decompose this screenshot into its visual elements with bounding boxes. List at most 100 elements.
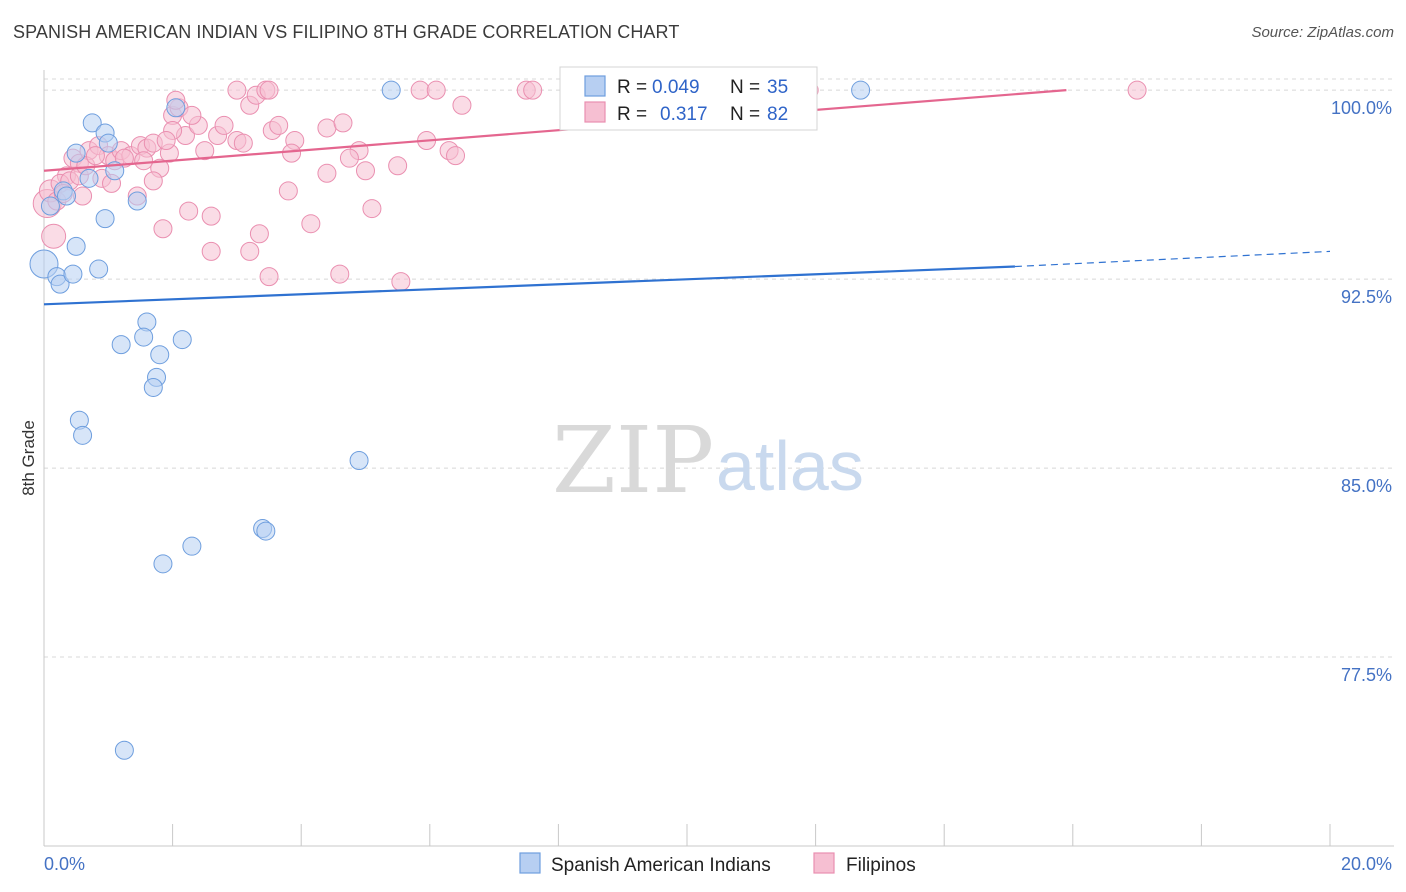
gridlines [44, 78, 1394, 658]
spanish-american-indian-point [89, 259, 109, 279]
x-axis-ticks [43, 824, 1331, 846]
spanish-american-indian-point [111, 335, 131, 355]
filipino-point [249, 224, 269, 244]
spanish-american-indian-point [150, 345, 170, 365]
spanish-american-indian-point [114, 740, 134, 760]
filipino-point [41, 223, 67, 249]
trend-line-spanish-american-indians [43, 265, 1015, 306]
filipino-point [317, 163, 337, 183]
filipino-point [452, 95, 472, 115]
spanish-american-indian-point [349, 451, 369, 471]
spanish-american-indian-point [381, 80, 401, 100]
filipino-point [201, 241, 221, 261]
spanish-american-indian-point [851, 80, 871, 100]
filipino-point [195, 141, 215, 161]
watermark-atlas: atlas [716, 427, 864, 505]
filipino-point [388, 156, 408, 176]
spanish-american-indian-point [63, 264, 83, 284]
filipino-point [182, 105, 202, 125]
filipino-point [143, 171, 163, 191]
spanish-american-indian-point [127, 191, 147, 211]
spanish-american-indian-point [182, 536, 202, 556]
filipino-point [446, 146, 466, 166]
legend-n-value: 82 [767, 104, 788, 125]
filipino-point [301, 214, 321, 234]
legend-r-label: R = [617, 77, 647, 98]
spanish-american-indian-point [166, 98, 186, 118]
spanish-american-indian-point [143, 377, 163, 397]
filipino-point [259, 80, 279, 100]
y-tick-label: 92.5% [1341, 287, 1392, 307]
spanish-american-indians-points [29, 80, 871, 760]
bottom-legend-label-pink: Filipinos [846, 855, 916, 876]
legend-r-value: 0.049 [652, 77, 700, 98]
filipino-point [330, 264, 350, 284]
spanish-american-indian-point [95, 209, 115, 229]
filipino-point [1127, 80, 1147, 100]
filipino-point [356, 161, 375, 181]
y-tick-label: 85.0% [1341, 476, 1392, 496]
bottom-legend-swatch-blue [519, 852, 541, 874]
filipino-point [153, 219, 173, 239]
filipino-point [278, 181, 298, 201]
legend-swatch-pink [584, 101, 606, 123]
filipino-point [114, 148, 134, 168]
spanish-american-indian-point [66, 236, 86, 256]
filipino-point [410, 80, 430, 100]
filipino-point [317, 118, 337, 138]
watermark: ZIP atlas [552, 407, 864, 514]
filipino-point [269, 115, 289, 135]
legend-swatch-blue [584, 75, 606, 97]
spanish-american-indian-point [79, 168, 99, 188]
source-label: Source: ZipAtlas.com [1251, 24, 1394, 41]
legend-r-value: 0.317 [660, 104, 708, 125]
spanish-american-indian-point [153, 554, 173, 574]
x-tick-label-min: 0.0% [44, 854, 85, 874]
filipino-point [259, 267, 279, 287]
spanish-american-indian-point [134, 327, 154, 347]
y-axis-tick-labels: 100.0% 92.5% 85.0% 77.5% [1331, 98, 1392, 685]
spanish-american-indian-point [172, 330, 192, 350]
filipino-point [426, 80, 446, 100]
filipino-point [85, 146, 105, 166]
filipino-point [201, 206, 221, 226]
bottom-legend: Spanish American Indians Filipinos [519, 852, 916, 876]
legend-r-label: R = [617, 104, 647, 125]
legend-n-label: N = [730, 104, 760, 125]
trend-lines [43, 89, 1331, 306]
spanish-american-indian-point [256, 521, 276, 541]
filipino-point [523, 80, 543, 100]
bottom-legend-swatch-pink [813, 852, 835, 874]
filipino-point [240, 241, 260, 261]
spanish-american-indian-point [82, 113, 102, 133]
filipino-point [362, 199, 382, 219]
y-tick-label: 77.5% [1341, 665, 1392, 685]
watermark-zip: ZIP [552, 407, 714, 514]
trend-line-extension [1014, 250, 1331, 268]
legend-n-value: 35 [767, 77, 788, 98]
legend-box: R = 0.049 N = 35 R = 0.317 N = 82 [559, 66, 818, 131]
y-axis-label: 8th Grade [19, 420, 38, 496]
filipino-point [333, 113, 353, 133]
spanish-american-indian-point [40, 196, 60, 216]
spanish-american-indian-point [50, 274, 70, 294]
filipino-point [391, 272, 411, 292]
trend-line-filipinos [43, 89, 1067, 172]
spanish-american-indian-point [73, 425, 93, 445]
filipino-point [233, 133, 253, 153]
chart-title: SPANISH AMERICAN INDIAN VS FILIPINO 8TH … [13, 22, 680, 42]
filipino-point [73, 186, 93, 206]
spanish-american-indian-point [98, 133, 118, 153]
filipino-point [339, 148, 359, 168]
filipino-point [214, 115, 234, 135]
bottom-legend-label-blue: Spanish American Indians [551, 855, 771, 876]
spanish-american-indian-point [66, 143, 86, 163]
filipino-point [179, 201, 199, 221]
filipino-point [156, 131, 176, 151]
y-tick-label: 100.0% [1331, 98, 1392, 118]
filipino-point [134, 151, 154, 171]
legend-n-label: N = [730, 77, 760, 98]
x-tick-label-max: 20.0% [1341, 854, 1392, 874]
spanish-american-indian-point [57, 186, 77, 206]
